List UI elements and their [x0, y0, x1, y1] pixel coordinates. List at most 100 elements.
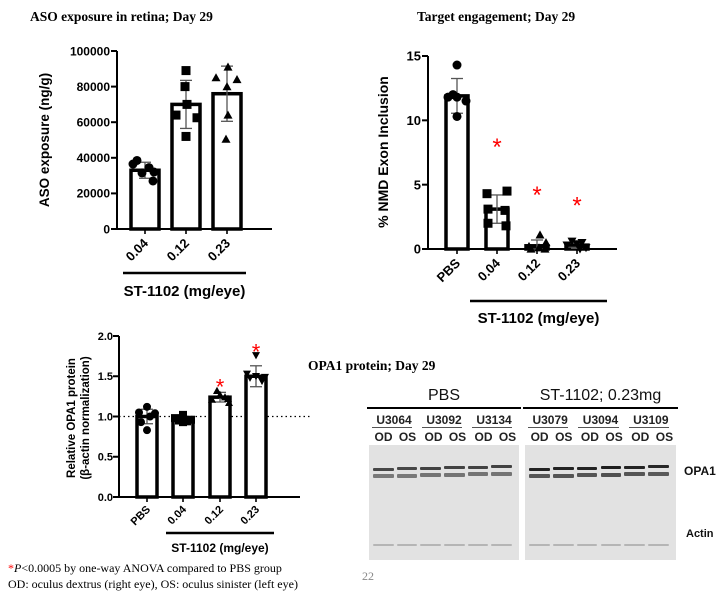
opa1-band-upper: [467, 465, 489, 469]
opa1-band-lower: [444, 472, 465, 477]
actin-band: [600, 544, 622, 546]
sample-id-label: U3079: [532, 413, 568, 427]
opa1-band-lower: [373, 474, 394, 478]
opa1-band-lower: [648, 471, 669, 476]
y-tick-label: 100000: [70, 44, 110, 58]
data-point: [137, 418, 145, 427]
eye-label-os: OS: [398, 430, 417, 444]
actin-band: [467, 544, 489, 546]
opa1-band-lower: [420, 473, 441, 477]
eye-label-od: OD: [631, 430, 650, 444]
eye-label-od: OD: [580, 430, 599, 444]
data-point: [179, 410, 187, 419]
data-point: [246, 374, 254, 382]
data-point: [252, 373, 260, 381]
y-axis-title: % NMD Exon Inclusion: [375, 76, 391, 228]
y-tick-label: 80000: [77, 80, 111, 94]
footnote-asterisk: *: [8, 561, 14, 575]
data-point: [224, 394, 232, 402]
y-tick-label: 60000: [77, 116, 111, 130]
opa1-band-upper: [624, 465, 646, 469]
eye-label-os: OS: [448, 430, 467, 444]
eye-label-os: OS: [655, 430, 674, 444]
opa1-band-lower: [624, 472, 646, 476]
data-point: [143, 402, 151, 411]
bar-0.04: [171, 417, 195, 499]
data-point: [535, 230, 545, 239]
data-point: [461, 96, 471, 106]
actin-band: [648, 544, 669, 546]
y-tick-label: 5: [414, 177, 421, 192]
opa1-band-lower: [396, 473, 418, 478]
footnote-p: P: [14, 561, 22, 575]
data-point: [180, 82, 190, 92]
sample-underline: [628, 427, 669, 428]
significance-asterisk: *: [572, 192, 581, 219]
x-tick-label: PBS: [129, 504, 153, 528]
eye-label-os: OS: [498, 430, 517, 444]
data-point: [221, 134, 231, 143]
data-point: [502, 186, 512, 196]
x-axis-title: ST-1102 (mg/eye): [124, 283, 246, 300]
x-axis-title: ST-1102 (mg/eye): [171, 541, 268, 555]
data-point: [541, 238, 551, 247]
data-point: [213, 386, 221, 394]
data-point: [443, 92, 453, 102]
y-tick-label: 0.0: [98, 492, 113, 504]
data-point: [135, 408, 143, 417]
data-point: [192, 113, 202, 123]
y-tick-label: 1.5: [98, 371, 113, 383]
bar-0.12: [208, 395, 232, 499]
actin-band: [491, 544, 512, 546]
target-chart-title: Target engagement; Day 29: [417, 9, 576, 24]
data-point: [216, 390, 224, 398]
actin-band: [552, 544, 574, 546]
sample-underline: [528, 427, 569, 428]
data-point: [223, 62, 233, 71]
data-point: [575, 245, 585, 254]
actin-band: [624, 544, 646, 546]
actin-band: [444, 544, 465, 546]
data-point: [258, 377, 266, 386]
opa1-band-lower: [600, 472, 622, 477]
eye-label-od: OD: [474, 430, 493, 444]
data-point: [148, 176, 158, 186]
opa1-band-upper: [648, 465, 669, 468]
sample-id-label: U3094: [582, 413, 619, 427]
data-point: [208, 395, 216, 403]
sample-id-label: U3092: [426, 413, 462, 427]
data-point: [501, 221, 511, 231]
data-point: [482, 189, 492, 199]
opa1-band-lower: [529, 474, 550, 478]
opa1-band-upper: [529, 468, 550, 471]
opa1-band-upper: [420, 466, 441, 470]
eye-label-os: OS: [605, 430, 623, 444]
sample-id-label: U3064: [376, 413, 412, 427]
sample-underline: [472, 427, 512, 428]
page-number: 22: [362, 569, 374, 583]
footnote-significance: *P<0.0005 by one-way ANOVA compared to P…: [8, 561, 282, 576]
sample-underline: [422, 427, 462, 428]
sample-id-label: U3109: [633, 413, 669, 427]
opa1-band-lower: [576, 473, 598, 477]
data-point: [500, 205, 510, 215]
blot-group-underline: [523, 407, 678, 409]
y-tick-label: 0.5: [98, 452, 113, 464]
data-point: [243, 370, 251, 378]
data-point: [452, 60, 462, 70]
data-point: [171, 110, 181, 120]
opa1-band-upper: [576, 466, 598, 470]
sample-id-label: U3134: [476, 413, 512, 427]
data-point: [146, 412, 154, 421]
data-point: [540, 244, 550, 253]
y-tick-label: 40000: [77, 151, 111, 165]
opa1-band-lower: [491, 471, 512, 476]
blot-membrane: [369, 445, 519, 560]
data-point: [483, 204, 493, 214]
y-axis-title-line2: (β-actin normalization): [80, 356, 92, 479]
y-tick-label: 20000: [77, 187, 111, 201]
sample-underline: [372, 427, 412, 428]
data-point: [181, 131, 191, 141]
